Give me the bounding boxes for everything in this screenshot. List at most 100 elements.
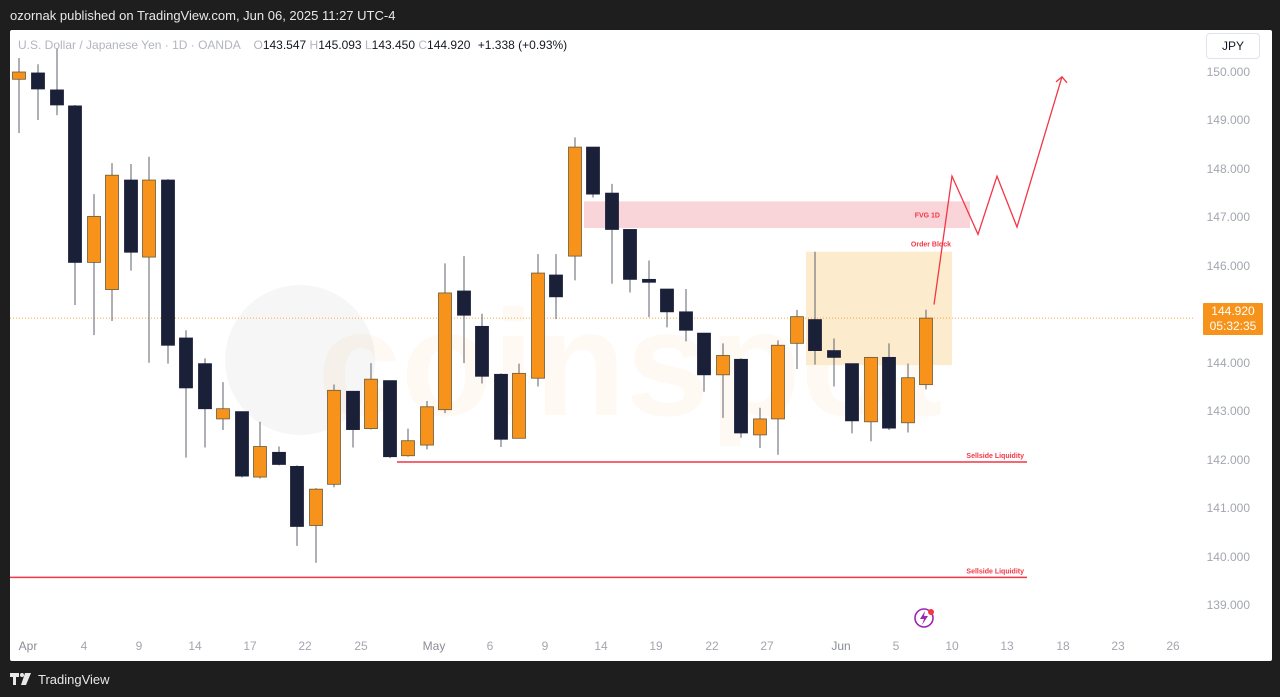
- bearish-candle[interactable]: [235, 411, 249, 477]
- bullish-candle[interactable]: [716, 355, 730, 376]
- bullish-candle[interactable]: [771, 344, 785, 420]
- last-price-value: 144.920: [1211, 304, 1255, 319]
- bearish-candle[interactable]: [734, 358, 748, 434]
- time-axis-label: 9: [135, 639, 143, 653]
- time-axis-label: Apr: [18, 639, 38, 653]
- bearish-candle[interactable]: [457, 290, 471, 316]
- last-price-tag: 144.920 05:32:35: [1203, 303, 1263, 336]
- bearish-candle[interactable]: [697, 332, 711, 376]
- change-value: +1.338 (+0.93%): [477, 38, 568, 52]
- bullish-candle[interactable]: [531, 272, 545, 379]
- price-axis-label: 147.000: [1206, 210, 1250, 225]
- bearish-candle[interactable]: [346, 390, 360, 430]
- bullish-candle[interactable]: [438, 292, 452, 411]
- bullish-candle[interactable]: [864, 356, 878, 423]
- sellside-liquidity-label: Sellside Liquidity: [966, 453, 1024, 460]
- price-axis-label: 144.000: [1206, 355, 1250, 370]
- bearish-candle[interactable]: [605, 192, 619, 230]
- bearish-candle[interactable]: [290, 465, 304, 527]
- time-axis-label: 26: [1166, 639, 1180, 653]
- time-axis-label: 10: [945, 639, 959, 653]
- time-axis-label: 22: [298, 639, 312, 653]
- price-axis-label: 141.000: [1206, 501, 1250, 516]
- bearish-candle[interactable]: [179, 337, 193, 389]
- price-axis-label: 150.000: [1206, 65, 1250, 79]
- bullish-candle[interactable]: [919, 317, 933, 386]
- bullish-candle[interactable]: [568, 146, 582, 257]
- currency-button[interactable]: JPY: [1206, 33, 1260, 59]
- bullish-candle[interactable]: [309, 488, 323, 526]
- fvg-zone[interactable]: [584, 201, 970, 229]
- sellside-liquidity-label: Sellside Liquidity: [966, 568, 1024, 575]
- footer-brand[interactable]: TradingView: [10, 669, 110, 689]
- bearish-candle[interactable]: [586, 146, 600, 195]
- bar-countdown: 05:32:35: [1209, 319, 1257, 334]
- time-axis-label: 17: [243, 639, 257, 653]
- symbol-name[interactable]: U.S. Dollar / Japanese Yen · 1D · OANDA: [18, 38, 241, 52]
- bearish-candle[interactable]: [475, 325, 489, 377]
- time-axis-label: 4: [80, 639, 88, 653]
- time-axis-label: Jun: [831, 639, 851, 653]
- close-value: 144.920: [427, 38, 471, 52]
- footer-brand-label: TradingView: [38, 671, 110, 687]
- bullish-candle[interactable]: [105, 174, 119, 290]
- fvg-label: FVG 1D: [915, 213, 940, 220]
- high-label: H: [309, 38, 319, 52]
- low-label: L: [364, 38, 372, 52]
- bullish-candle[interactable]: [253, 446, 267, 478]
- bullish-candle[interactable]: [327, 389, 341, 485]
- news-lightning-icon[interactable]: [914, 608, 934, 628]
- time-axis-label: 13: [1000, 639, 1014, 653]
- bearish-candle[interactable]: [549, 274, 563, 298]
- bearish-candle[interactable]: [845, 363, 859, 422]
- bearish-candle[interactable]: [882, 356, 896, 429]
- bearish-candle[interactable]: [161, 179, 175, 346]
- bearish-candle[interactable]: [660, 288, 674, 313]
- bullish-candle[interactable]: [364, 378, 378, 429]
- bullish-candle[interactable]: [512, 372, 526, 439]
- bullish-candle[interactable]: [753, 418, 767, 436]
- bullish-candle[interactable]: [901, 377, 915, 424]
- bullish-candle[interactable]: [420, 406, 434, 446]
- bearish-candle[interactable]: [827, 350, 841, 358]
- bearish-candle[interactable]: [383, 380, 397, 458]
- projection-path[interactable]: [933, 76, 1063, 305]
- open-label: O: [253, 38, 263, 52]
- open-value: 143.547: [262, 38, 307, 52]
- price-axis-label: 146.000: [1206, 258, 1250, 273]
- time-axis-label: 25: [354, 639, 368, 653]
- bullish-candle[interactable]: [142, 179, 156, 258]
- bullish-candle[interactable]: [790, 316, 804, 344]
- bullish-candle[interactable]: [216, 408, 230, 420]
- time-axis-label: 23: [1111, 639, 1125, 653]
- bearish-candle[interactable]: [198, 363, 212, 410]
- bearish-candle[interactable]: [68, 105, 82, 263]
- price-axis-label: 148.000: [1206, 161, 1250, 176]
- bearish-candle[interactable]: [679, 311, 693, 331]
- bullish-candle[interactable]: [12, 71, 26, 80]
- time-axis-label: 5: [892, 639, 900, 653]
- bearish-candle[interactable]: [642, 278, 656, 283]
- bearish-candle[interactable]: [50, 89, 64, 106]
- price-axis-label: 139.000: [1206, 597, 1250, 612]
- time-axis-label: 19: [649, 639, 663, 653]
- price-axis-label: 143.000: [1206, 404, 1250, 419]
- bullish-candle[interactable]: [401, 440, 415, 457]
- time-axis-label: May: [422, 639, 446, 653]
- bearish-candle[interactable]: [808, 319, 822, 351]
- bearish-candle[interactable]: [124, 179, 138, 253]
- price-axis-label: 142.000: [1206, 452, 1250, 467]
- high-value: 145.093: [318, 38, 362, 52]
- time-axis-label: 14: [188, 639, 202, 653]
- symbol-legend: U.S. Dollar / Japanese Yen · 1D · OANDA …: [18, 38, 567, 52]
- bearish-candle[interactable]: [31, 72, 45, 90]
- low-value: 143.450: [371, 38, 416, 52]
- published-header: ozornak published on TradingView.com, Ju…: [10, 8, 396, 23]
- price-axis-label: 149.000: [1206, 113, 1250, 128]
- bearish-candle[interactable]: [272, 451, 286, 465]
- bearish-candle[interactable]: [494, 373, 508, 440]
- bearish-candle[interactable]: [623, 229, 637, 280]
- bullish-candle[interactable]: [87, 215, 101, 263]
- chart-panel[interactable]: coinspot FVG 1D Order Block Sellside Liquid…: [10, 30, 1272, 661]
